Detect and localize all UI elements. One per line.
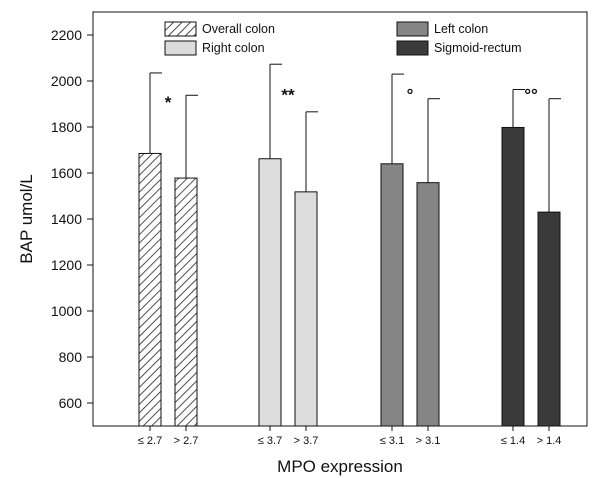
x-tick-label: ≤ 3.7 <box>258 435 282 447</box>
legend-swatch <box>164 40 197 56</box>
legend-label: Right colon <box>202 41 265 55</box>
legend-label: Sigmoid-rectum <box>434 41 522 55</box>
y-tick-label: 1000 <box>51 303 82 319</box>
legend: Overall colon Right colon Left colon Sigmoi… <box>164 21 522 56</box>
significance-marker: ** <box>281 86 295 105</box>
x-tick-label: > 2.7 <box>174 435 199 447</box>
x-tick-label: > 1.4 <box>537 435 562 447</box>
x-axis-title: MPO expression <box>277 457 403 476</box>
bar <box>294 191 318 427</box>
y-tick-label: 2200 <box>51 27 82 43</box>
y-tick-label: 1400 <box>51 211 82 227</box>
bar <box>258 158 282 427</box>
y-tick-label: 1800 <box>51 119 82 135</box>
legend-swatch <box>164 21 197 37</box>
bar <box>501 126 525 427</box>
x-tick-label: ≤ 2.7 <box>138 435 162 447</box>
y-tick-label: 800 <box>59 349 83 365</box>
y-axis-title: BAP umol/L <box>17 174 36 263</box>
significance-marker: °° <box>524 86 538 105</box>
legend-label: Overall colon <box>202 22 275 36</box>
y-tick-label: 1200 <box>51 257 82 273</box>
legend-label: Left colon <box>434 22 488 36</box>
bars: * ** ° °° <box>138 63 561 427</box>
significance-marker: ° <box>407 86 414 105</box>
x-tick-label: > 3.7 <box>294 435 319 447</box>
x-tick-label: ≤ 1.4 <box>501 435 525 447</box>
bar <box>138 152 162 427</box>
legend-swatch <box>396 40 429 56</box>
y-tick-label: 2000 <box>51 73 82 89</box>
legend-swatch <box>396 21 429 37</box>
bar <box>174 177 198 427</box>
significance-marker: * <box>165 93 172 112</box>
bar <box>380 163 404 427</box>
bar <box>416 182 440 427</box>
bar <box>537 211 561 427</box>
y-tick-label: 600 <box>59 395 83 411</box>
x-axis: ≤ 2.7 > 2.7 ≤ 3.7 > 3.7 ≤ 3.1 > 3.1 ≤ 1.4 > 1.4 <box>138 426 562 447</box>
y-axis: 600 800 1000 1200 1400 1600 1800 2000 2200 <box>51 27 93 411</box>
x-tick-label: > 3.1 <box>416 435 441 447</box>
x-tick-label: ≤ 3.1 <box>380 435 404 447</box>
y-tick-label: 1600 <box>51 165 82 181</box>
